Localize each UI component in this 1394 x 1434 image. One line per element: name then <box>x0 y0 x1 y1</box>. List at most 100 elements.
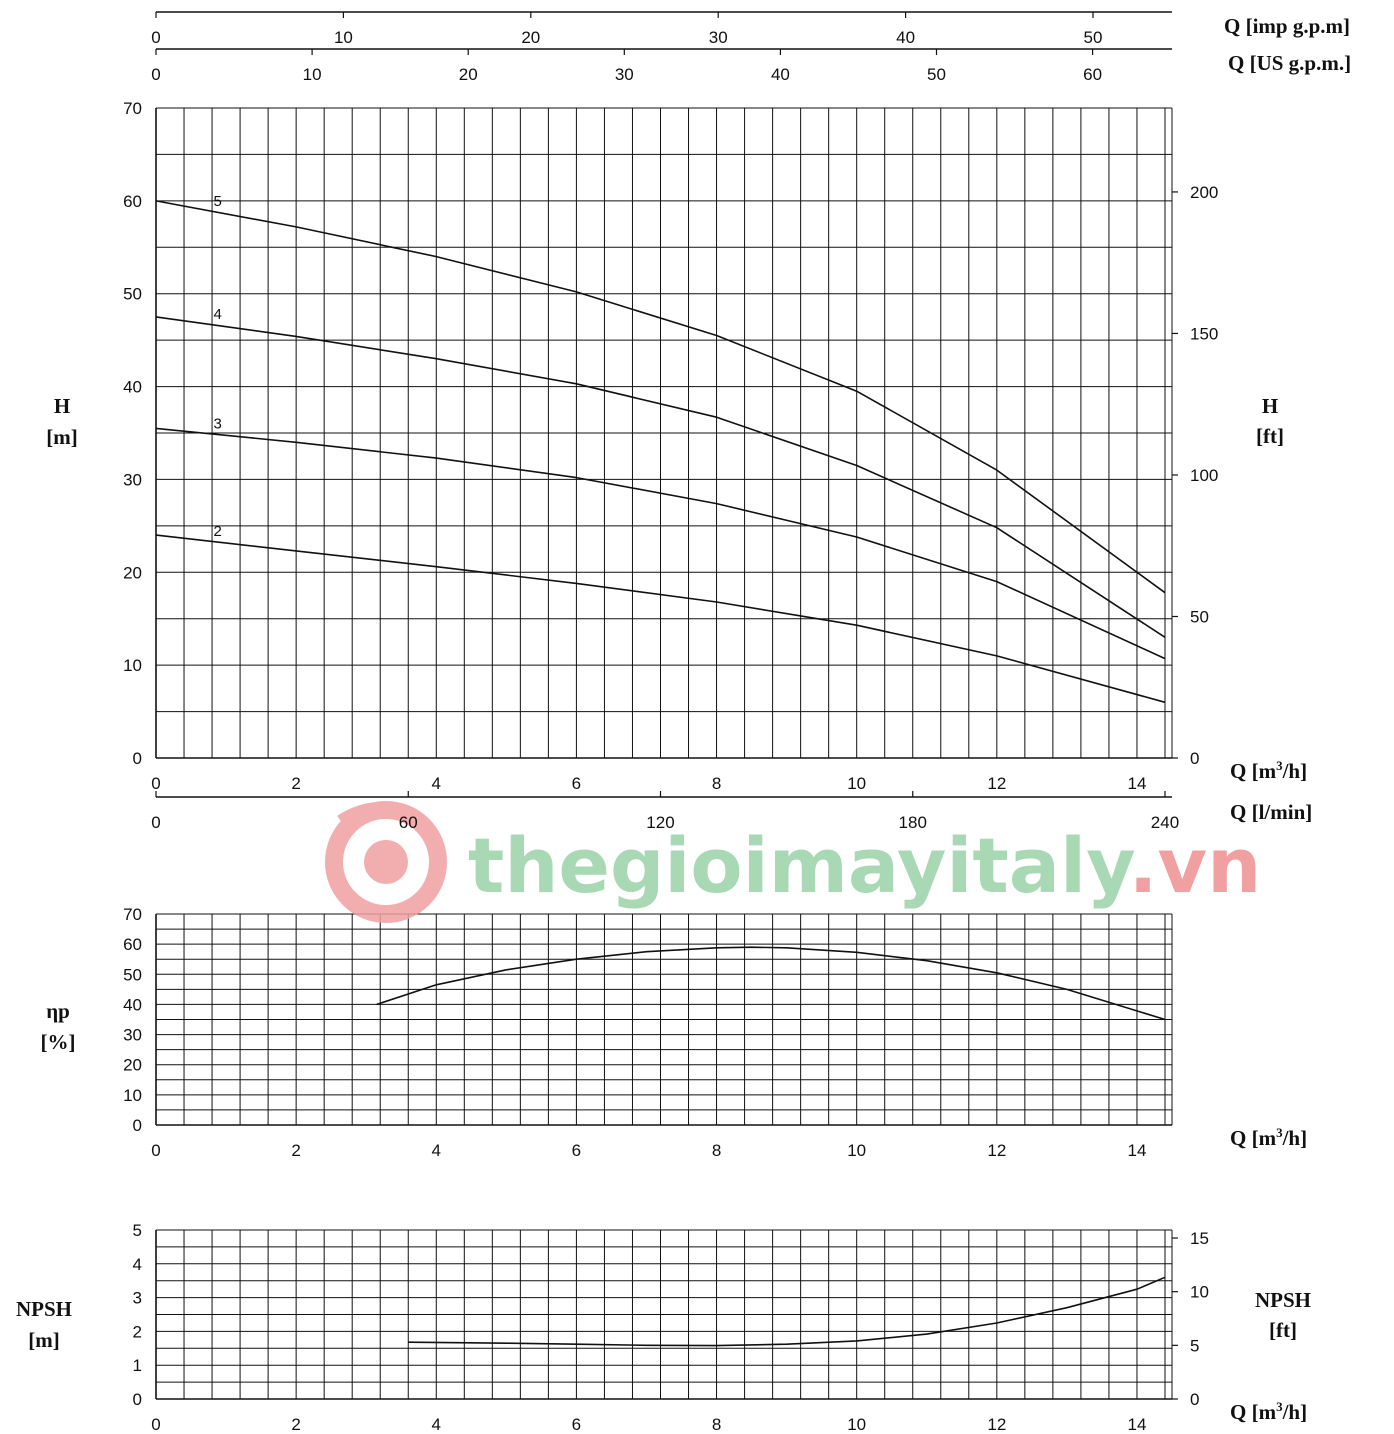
axis-unit-label: [m] <box>46 425 77 449</box>
y2-tick-label: 10 <box>1190 1283 1209 1302</box>
y-tick-label: 60 <box>123 192 142 211</box>
x-tick-label: 10 <box>847 1415 866 1434</box>
x-tick-label: 8 <box>712 1141 721 1160</box>
us-gpm-tick-label: 0 <box>151 65 160 84</box>
us-gpm-tick-label: 50 <box>927 65 946 84</box>
series-line <box>408 1276 1166 1347</box>
axis-unit-label: [ft] <box>1269 1318 1297 1342</box>
y-tick-label: 0 <box>133 1116 142 1135</box>
y-tick-label: 50 <box>123 965 142 984</box>
axis-unit-label: Q [imp g.p.m] <box>1224 14 1350 38</box>
series-label: 5 <box>214 193 222 210</box>
watermark-text: thegioimayitaly.vn <box>468 821 1261 910</box>
y-tick-label: 20 <box>123 1056 142 1075</box>
lpm-tick-label: 60 <box>399 813 418 832</box>
y-tick-label: 50 <box>123 285 142 304</box>
y-tick-label: 10 <box>123 656 142 675</box>
y2-tick-label: 50 <box>1190 607 1209 626</box>
x-tick-label: 8 <box>712 774 721 793</box>
x-tick-label: 12 <box>987 1415 1006 1434</box>
imp-gpm-tick-label: 20 <box>521 28 540 47</box>
y2-tick-label: 15 <box>1190 1229 1209 1248</box>
x-tick-label: 6 <box>572 1415 581 1434</box>
series-label: 4 <box>214 306 222 323</box>
series-line <box>376 946 1166 1021</box>
axis-unit-label: [ft] <box>1256 424 1284 448</box>
axis-unit-label: ηp <box>46 999 70 1023</box>
axis-unit-label: Q [l/min] <box>1230 800 1312 824</box>
watermark: thegioimayitaly.vn <box>325 801 1261 923</box>
axis-unit-label: Q [US g.p.m.] <box>1228 51 1351 75</box>
x-tick-label: 4 <box>432 774 441 793</box>
axis-unit-label: Q [m3/h] <box>1230 758 1307 783</box>
x-tick-label: 6 <box>572 774 581 793</box>
imp-gpm-tick-label: 0 <box>151 28 160 47</box>
y2-tick-label: 0 <box>1190 1390 1199 1409</box>
imp-gpm-tick-label: 30 <box>709 28 728 47</box>
x-tick-label: 12 <box>987 774 1006 793</box>
us-gpm-tick-label: 20 <box>459 65 478 84</box>
series-label: 3 <box>214 415 222 432</box>
y-tick-label: 60 <box>123 935 142 954</box>
y2-tick-label: 150 <box>1190 324 1218 343</box>
lpm-tick-label: 120 <box>646 813 674 832</box>
x-tick-label: 0 <box>151 1141 160 1160</box>
x-tick-label: 14 <box>1128 1141 1147 1160</box>
x-tick-label: 10 <box>847 774 866 793</box>
x-tick-label: 2 <box>291 774 300 793</box>
y-tick-label: 0 <box>133 1390 142 1409</box>
x-tick-label: 12 <box>987 1141 1006 1160</box>
y2-tick-label: 100 <box>1190 466 1218 485</box>
y-tick-label: 30 <box>123 1026 142 1045</box>
x-tick-label: 0 <box>151 774 160 793</box>
y-tick-label: 30 <box>123 470 142 489</box>
axis-unit-label: NPSH <box>1255 1288 1311 1312</box>
x-tick-label: 4 <box>432 1141 441 1160</box>
y-tick-label: 10 <box>123 1086 142 1105</box>
series-label: 2 <box>214 523 222 540</box>
lpm-tick-label: 240 <box>1151 813 1179 832</box>
y-tick-label: 70 <box>123 99 142 118</box>
x-tick-label: 14 <box>1128 774 1147 793</box>
x-tick-label: 0 <box>151 1415 160 1434</box>
grid-layer <box>155 11 1178 1400</box>
series-line <box>155 534 1166 704</box>
lpm-tick-label: 0 <box>151 813 160 832</box>
imp-gpm-tick-label: 10 <box>334 28 353 47</box>
y-tick-label: 5 <box>133 1221 142 1240</box>
us-gpm-tick-label: 30 <box>615 65 634 84</box>
axis-unit-label: [%] <box>41 1030 76 1054</box>
us-gpm-tick-label: 60 <box>1083 65 1102 84</box>
y-tick-label: 70 <box>123 905 142 924</box>
lpm-tick-label: 180 <box>899 813 927 832</box>
axis-unit-label: H <box>54 394 70 418</box>
x-tick-label: 4 <box>432 1415 441 1434</box>
axis-unit-label: NPSH <box>16 1297 72 1321</box>
y-tick-label: 3 <box>133 1289 142 1308</box>
y-tick-label: 40 <box>123 995 142 1014</box>
x-tick-label: 14 <box>1128 1415 1147 1434</box>
y-tick-label: 4 <box>133 1255 142 1274</box>
x-tick-label: 8 <box>712 1415 721 1434</box>
y-tick-label: 2 <box>133 1322 142 1341</box>
y-tick-label: 20 <box>123 563 142 582</box>
imp-gpm-tick-label: 40 <box>896 28 915 47</box>
data-layer <box>155 200 1166 1347</box>
y-tick-label: 40 <box>123 378 142 397</box>
us-gpm-tick-label: 40 <box>771 65 790 84</box>
x-tick-label: 2 <box>291 1141 300 1160</box>
x-tick-label: 2 <box>291 1415 300 1434</box>
series-line <box>155 427 1166 660</box>
us-gpm-tick-label: 10 <box>303 65 322 84</box>
x-tick-label: 6 <box>572 1141 581 1160</box>
y2-tick-label: 5 <box>1190 1336 1199 1355</box>
y2-tick-label: 200 <box>1190 183 1218 202</box>
y-tick-label: 1 <box>133 1356 142 1375</box>
imp-gpm-tick-label: 50 <box>1084 28 1103 47</box>
series-line <box>155 200 1166 594</box>
watermark-logo-icon <box>325 801 447 923</box>
x-tick-label: 10 <box>847 1141 866 1160</box>
